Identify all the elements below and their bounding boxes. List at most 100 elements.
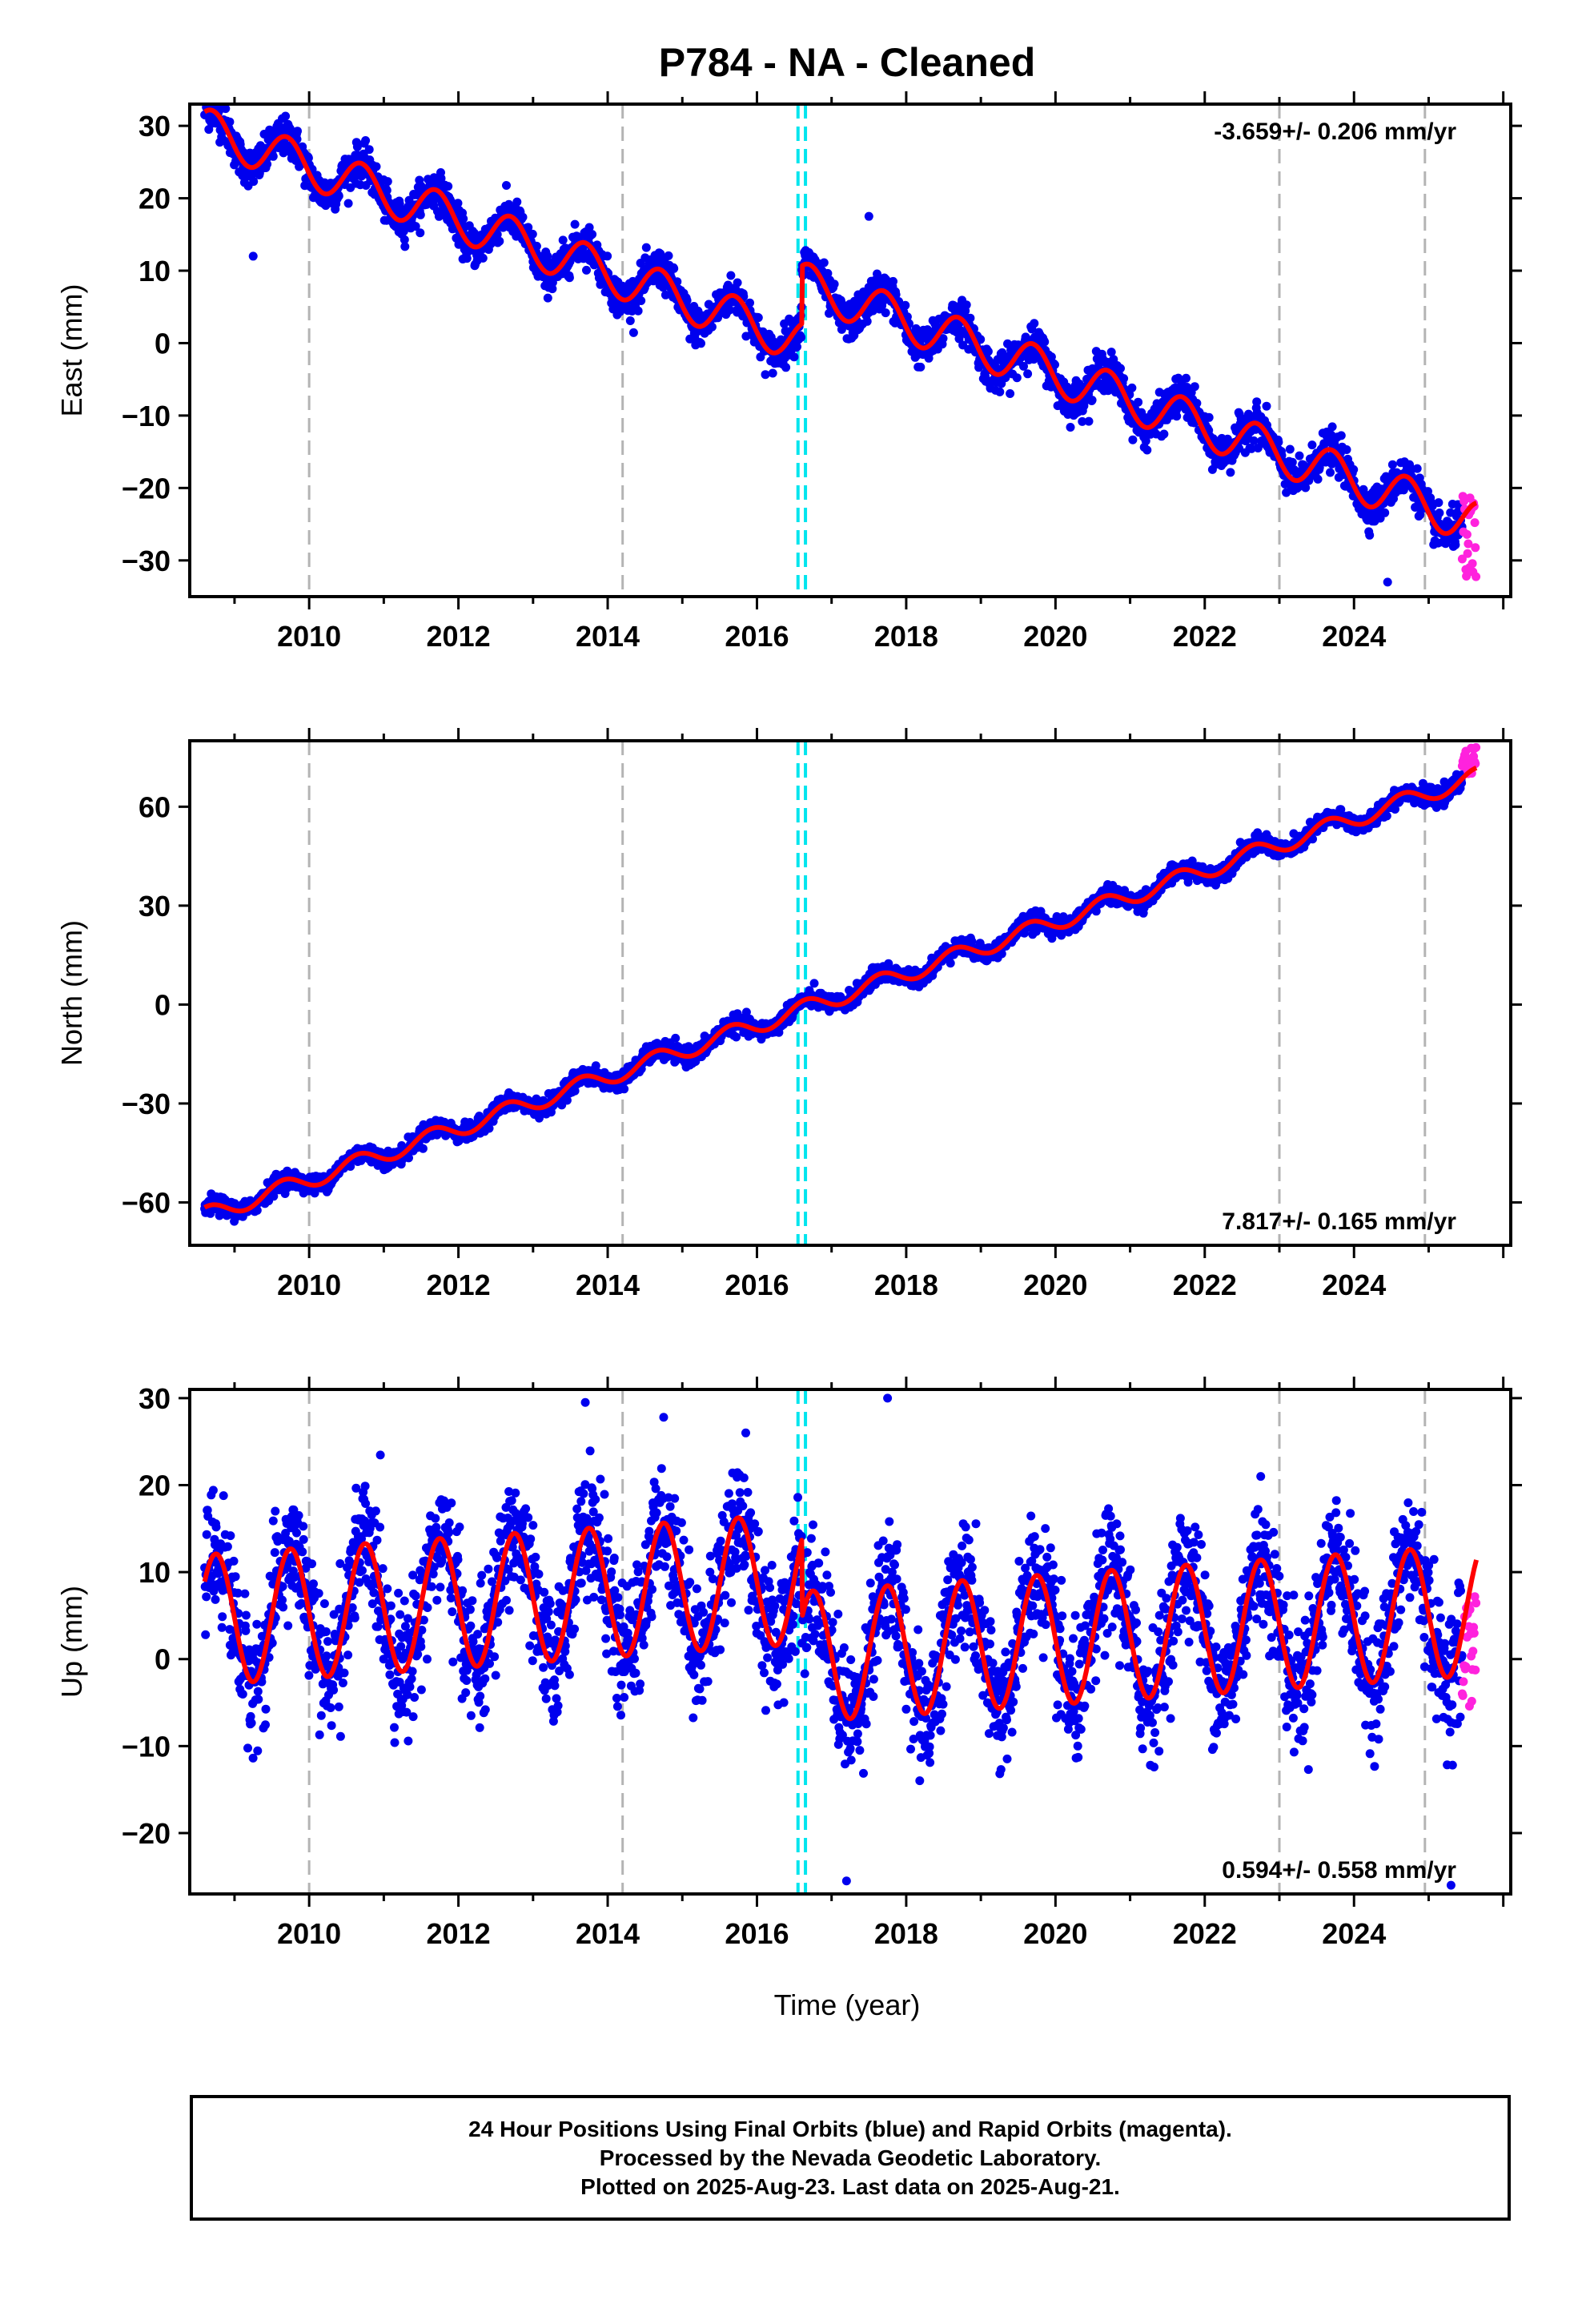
data-point (673, 277, 682, 287)
data-point (343, 199, 353, 208)
data-point (361, 136, 371, 145)
rapid-point (1468, 559, 1477, 569)
data-point (633, 306, 643, 316)
data-point (1204, 412, 1214, 422)
data-point (1307, 440, 1317, 450)
x-tick-label: 2014 (576, 620, 640, 653)
data-point (789, 352, 799, 362)
data-point (543, 251, 552, 261)
data-point (202, 94, 211, 103)
data-point (793, 342, 801, 352)
rapid-point (1472, 572, 1481, 581)
data-point (548, 278, 557, 287)
data-point (1349, 464, 1359, 474)
data-point (625, 316, 635, 325)
data-point (418, 1144, 428, 1153)
plot-area (200, 94, 1481, 597)
x-tick-label: 2018 (874, 620, 938, 653)
data-point (661, 290, 670, 300)
data-point (733, 278, 742, 287)
data-point (889, 276, 897, 286)
data-point (1434, 498, 1443, 508)
data-point (1313, 474, 1323, 484)
data-point (416, 210, 425, 219)
data-point (1066, 423, 1075, 432)
data-point (528, 229, 537, 239)
data-point (221, 104, 231, 114)
data-point (1084, 416, 1094, 426)
data-point (364, 145, 374, 155)
data-point (371, 162, 381, 171)
x-tick-label: 2012 (427, 620, 491, 653)
data-point (444, 182, 453, 191)
data-point (1142, 445, 1152, 455)
rapid-point (1471, 543, 1480, 553)
data-point (564, 273, 574, 283)
data-point (492, 230, 502, 239)
data-point (1134, 397, 1143, 407)
data-point (263, 159, 272, 169)
x-tick-label: 2016 (725, 620, 789, 653)
data-point (1326, 468, 1335, 477)
data-point (543, 293, 552, 303)
data-point (478, 253, 488, 263)
data-point (502, 181, 511, 190)
data-point (334, 191, 343, 201)
data-point (829, 279, 839, 289)
y-tick-label: 10 (139, 255, 171, 287)
data-point (641, 243, 651, 252)
data-point (1336, 431, 1346, 440)
data-point (1040, 337, 1050, 347)
data-point (1190, 382, 1199, 392)
data-point (1030, 319, 1039, 328)
velocity-annotation: -3.659+/- 0.206 mm/yr (1214, 119, 1456, 145)
data-point (1023, 369, 1033, 379)
data-point (797, 332, 806, 342)
data-point (411, 222, 420, 231)
data-point (819, 258, 829, 267)
x-tick-label: 2020 (1023, 620, 1087, 653)
data-point (293, 127, 302, 136)
y-tick-label: −20 (122, 472, 171, 505)
data-point (962, 300, 971, 310)
data-point (518, 212, 528, 222)
plot-area (200, 741, 1481, 1245)
data-point (983, 347, 993, 356)
data-point (1365, 530, 1375, 540)
data-point (1342, 445, 1351, 454)
data-point (548, 284, 557, 294)
data-point (382, 186, 391, 195)
data-point (1172, 412, 1182, 421)
data-point (249, 177, 259, 187)
outlier-point (864, 211, 873, 221)
data-point (1006, 389, 1015, 398)
data-point (697, 339, 705, 348)
data-point (584, 223, 594, 232)
data-point (761, 370, 770, 380)
data-point (416, 228, 425, 238)
y-axis-label: East (mm) (55, 284, 88, 417)
data-point (901, 300, 910, 310)
final-orbit-points (200, 94, 1467, 587)
y-tick-label: −10 (122, 400, 171, 432)
outlier-point (1383, 577, 1392, 587)
data-point (1435, 509, 1444, 517)
rapid-point (1470, 518, 1480, 528)
data-point (1226, 468, 1235, 477)
data-point (1182, 373, 1191, 383)
data-point (1128, 435, 1138, 444)
data-point (620, 1084, 629, 1094)
data-point (524, 223, 533, 232)
x-tick-label: 2022 (1173, 620, 1237, 653)
data-point (459, 214, 468, 223)
data-point (966, 313, 975, 323)
y-tick-label: 20 (139, 183, 171, 215)
data-point (352, 142, 362, 151)
data-point (768, 368, 777, 378)
data-point (1451, 540, 1460, 549)
data-point (809, 979, 819, 988)
data-point (532, 241, 541, 251)
